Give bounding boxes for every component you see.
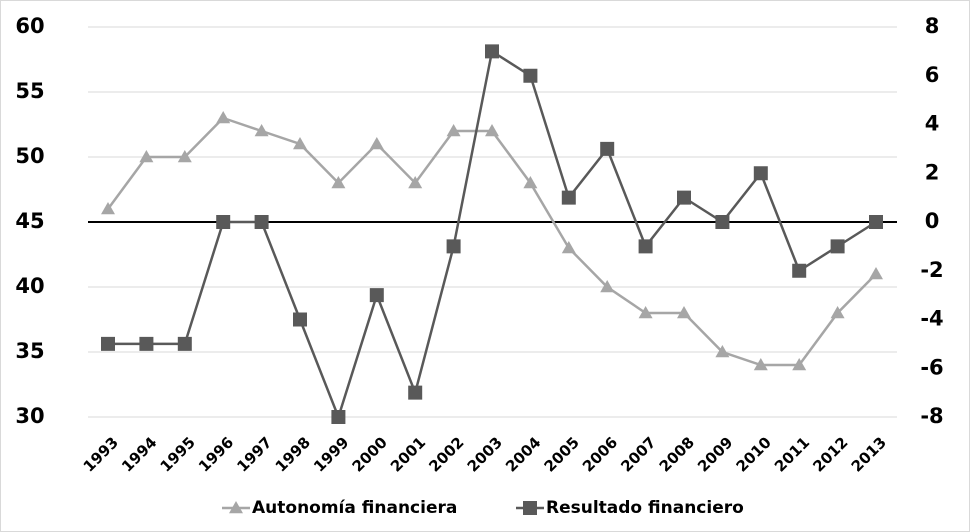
data-point — [715, 345, 730, 358]
data-point — [331, 176, 346, 189]
y-tick-label: 55 — [15, 79, 44, 103]
data-point — [753, 358, 768, 371]
data-point — [753, 166, 768, 181]
y2-tick-label: -8 — [920, 404, 943, 428]
data-point — [869, 267, 883, 280]
data-point — [715, 215, 730, 229]
data-point — [101, 202, 115, 215]
data-point — [561, 190, 576, 205]
data-point — [485, 44, 499, 59]
data-point — [638, 239, 653, 254]
y2-tick-label: 8 — [925, 14, 940, 38]
data-point — [369, 288, 384, 303]
data-point — [523, 68, 538, 83]
data-point — [446, 239, 461, 254]
data-point — [177, 150, 192, 163]
y2-tick-label: -4 — [920, 307, 943, 331]
data-point — [677, 306, 691, 319]
data-point — [561, 241, 576, 254]
y-tick-label: 35 — [15, 339, 44, 363]
data-point — [369, 137, 384, 150]
data-point — [869, 215, 883, 229]
legend-label: Resultado financiero — [546, 498, 744, 518]
data-point — [830, 306, 845, 319]
data-point — [830, 239, 845, 254]
y-tick-label: 50 — [15, 144, 44, 168]
data-point — [485, 124, 499, 137]
legend-marker — [229, 501, 243, 514]
legend-label: Autonomía financiera — [252, 498, 457, 518]
y2-tick-label: 6 — [925, 63, 940, 87]
data-point — [293, 137, 307, 150]
data-point — [446, 124, 461, 137]
data-point — [254, 124, 269, 137]
y-tick-label: 40 — [15, 274, 44, 298]
y2-tick-label: 4 — [925, 112, 940, 136]
y2-tick-label: -2 — [920, 258, 943, 282]
data-point — [600, 280, 615, 293]
data-point — [139, 336, 154, 351]
y2-tick-label: 0 — [925, 209, 940, 233]
y-tick-label: 45 — [15, 209, 44, 233]
y-tick-label: 60 — [15, 14, 44, 38]
data-point — [792, 263, 807, 278]
data-point — [331, 410, 346, 424]
data-point — [792, 358, 807, 371]
data-point — [523, 176, 538, 189]
data-point — [254, 215, 269, 229]
legend-marker — [523, 501, 537, 515]
data-point — [101, 336, 115, 351]
data-point — [177, 336, 192, 351]
data-point — [677, 190, 691, 205]
data-point — [139, 150, 154, 163]
data-point — [638, 306, 653, 319]
data-point — [216, 111, 231, 124]
data-point — [216, 215, 231, 229]
y2-tick-label: 2 — [925, 160, 940, 184]
data-point — [293, 312, 307, 327]
data-point — [408, 385, 423, 400]
y-tick-label: 30 — [15, 404, 44, 428]
y2-tick-label: -6 — [920, 355, 943, 379]
data-point — [600, 141, 615, 156]
data-point — [408, 176, 423, 189]
